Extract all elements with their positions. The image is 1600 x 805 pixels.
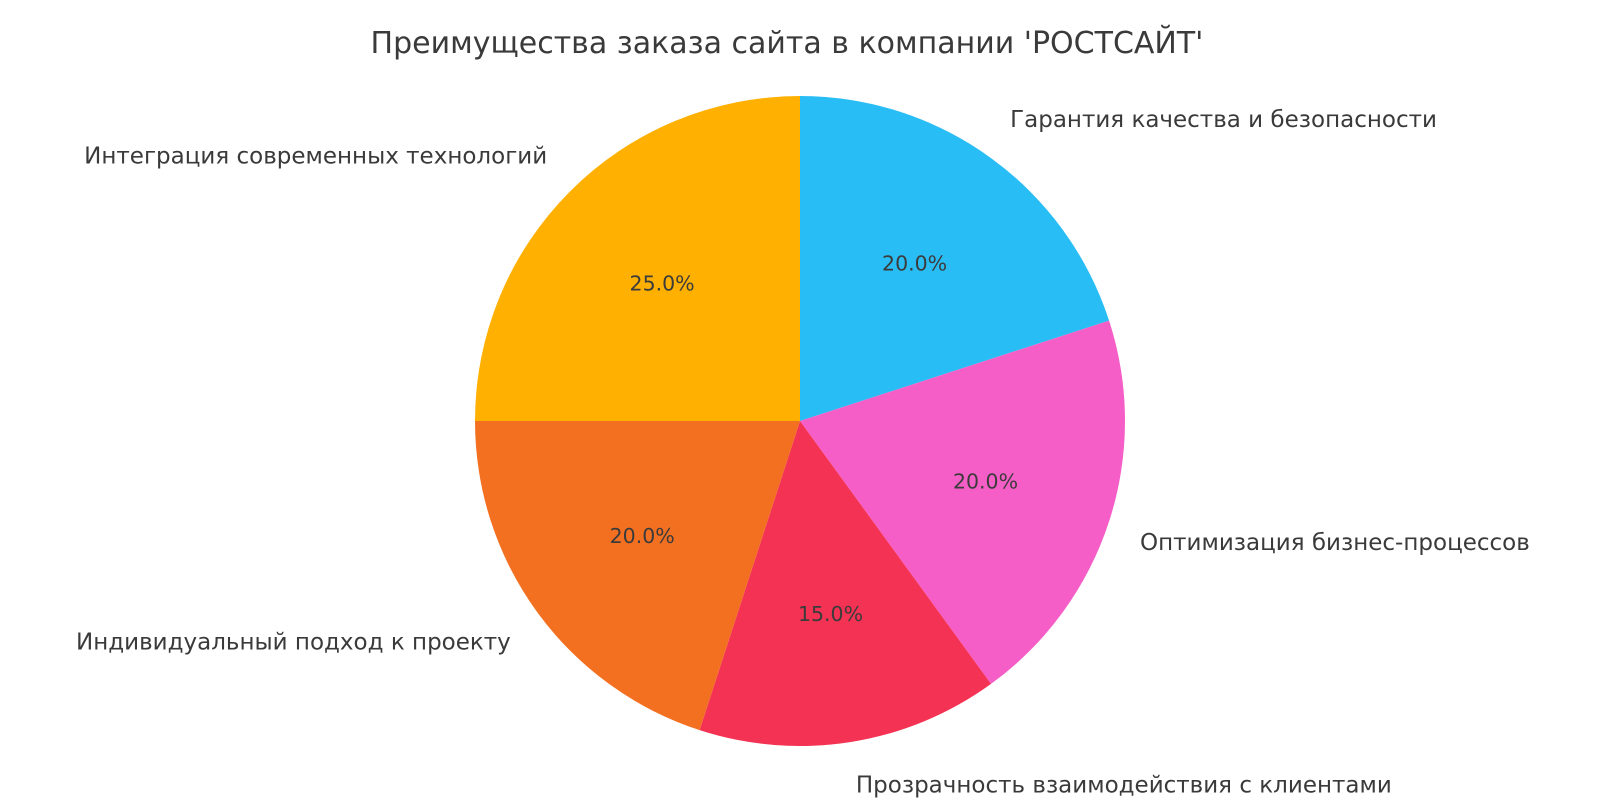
- pie-pct-label-0: 20.0%: [882, 251, 947, 275]
- pie-slice-3: [475, 421, 800, 731]
- pie-slices-group: 20.0% Гарантия качества и безопасности 20.…: [76, 96, 1530, 799]
- pie-pct-label-2: 15.0%: [798, 602, 863, 626]
- pie-slice-2: [699, 421, 992, 746]
- pie-slice-0: [800, 96, 1110, 421]
- pie-slice-label-1: Оптимизация бизнес-процессов: [1140, 530, 1530, 556]
- pie-pct-label-3: 20.0%: [610, 524, 675, 548]
- pie-slice-1: [800, 320, 1125, 684]
- chart-title: Преимущества заказа сайта в компании 'РО…: [371, 25, 1204, 61]
- pie-slice-label-2: Прозрачность взаимодействия с клиентами: [856, 773, 1392, 799]
- pie-slice-label-0: Гарантия качества и безопасности: [1010, 107, 1437, 133]
- pie-slice-4: [475, 96, 800, 421]
- pie-slice-label-4: Интеграция современных технологий: [84, 143, 547, 169]
- pie-pct-label-4: 25.0%: [630, 271, 695, 295]
- pie-slice-label-3: Индивидуальный подход к проекту: [76, 630, 511, 656]
- pie-pct-label-1: 20.0%: [953, 469, 1018, 493]
